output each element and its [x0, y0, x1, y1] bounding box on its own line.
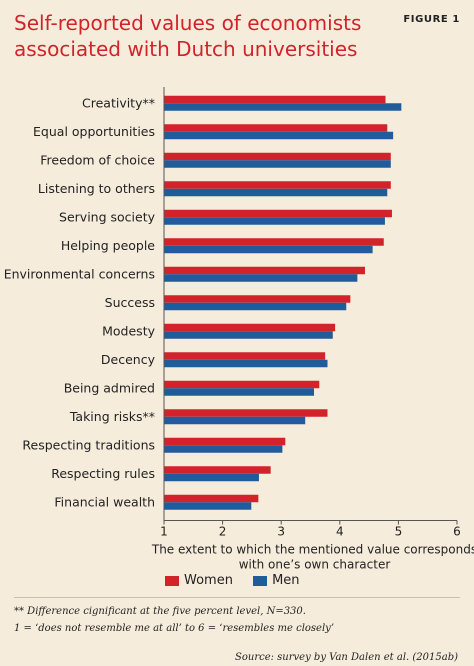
category-label: Respecting rules: [51, 466, 155, 481]
x-tick-label: 6: [453, 525, 461, 539]
x-axis-label: The extent to which the mentioned value …: [151, 543, 474, 572]
legend-item-men: Men: [253, 573, 300, 588]
bar-men: [164, 302, 347, 311]
category-label: Environmental concerns: [4, 266, 155, 281]
category-label: Listening to others: [38, 181, 155, 196]
bar-women: [164, 323, 336, 332]
bar-women: [164, 466, 271, 474]
category-label: Serving society: [59, 209, 156, 224]
legend-label-men: Men: [272, 573, 300, 588]
category-label: Creativity**: [82, 95, 155, 110]
bar-women: [164, 95, 386, 104]
bar-women: [164, 352, 326, 360]
bar-men: [164, 103, 402, 111]
legend-swatch-men: [253, 575, 268, 586]
bar-women: [164, 238, 384, 246]
category-label: Success: [105, 295, 155, 310]
bar-chart: Creativity** Equal opportunities Freedom o…: [4, 87, 474, 572]
legend: Women Men: [165, 573, 316, 590]
bar-men: [164, 388, 315, 396]
category-label: Helping people: [61, 238, 155, 253]
bar-men: [164, 445, 283, 453]
bar-men: [164, 160, 391, 168]
legend-item-women: Women: [165, 573, 233, 588]
source-note: Source: survey by Van Dalen et al. (2015…: [235, 652, 458, 663]
bar-women: [164, 152, 391, 161]
scale-note: 1 = ‘does not resemble me at all’ to 6 =…: [14, 623, 334, 634]
divider: [14, 597, 460, 598]
category-label: Respecting traditions: [22, 437, 155, 452]
legend-swatch-women: [165, 575, 179, 586]
bar-women: [164, 437, 286, 446]
bar-men: [164, 217, 385, 225]
bar-men: [164, 131, 394, 140]
bar-men: [164, 502, 252, 510]
bar-men: [164, 359, 328, 368]
bar-women: [164, 494, 259, 503]
x-tick-label: 3: [277, 525, 285, 539]
bar-men: [164, 331, 333, 339]
x-tick-label: 2: [219, 525, 227, 539]
bar-women: [164, 295, 351, 303]
bar-women: [164, 380, 320, 389]
category-label: Modesty: [102, 323, 155, 338]
category-label: Financial wealth: [54, 494, 155, 509]
bar-men: [164, 188, 388, 197]
category-label: Being admired: [64, 380, 155, 395]
bar-men: [164, 245, 373, 254]
chart-title: Self-reported values of economists assoc…: [14, 11, 362, 61]
bar-men: [164, 274, 358, 282]
significance-note: ** Difference cignificant at the five pe…: [14, 606, 306, 617]
bar-men: [164, 473, 259, 482]
x-tick-label: 5: [395, 525, 403, 539]
bar-women: [164, 209, 392, 218]
legend-label-women: Women: [184, 573, 233, 588]
category-label: Equal opportunities: [33, 124, 155, 139]
category-label: Decency: [101, 352, 156, 367]
bar-men: [164, 416, 306, 425]
bar-women: [164, 409, 328, 417]
bar-women: [164, 181, 391, 189]
figure-label: FIGURE 1: [403, 14, 460, 25]
category-label: Taking risks**: [69, 409, 155, 424]
bar-women: [164, 124, 388, 132]
category-label: Freedom of choice: [40, 152, 155, 167]
x-tick-label: 4: [336, 525, 344, 539]
bar-women: [164, 266, 365, 275]
x-tick-label: 1: [160, 525, 168, 539]
